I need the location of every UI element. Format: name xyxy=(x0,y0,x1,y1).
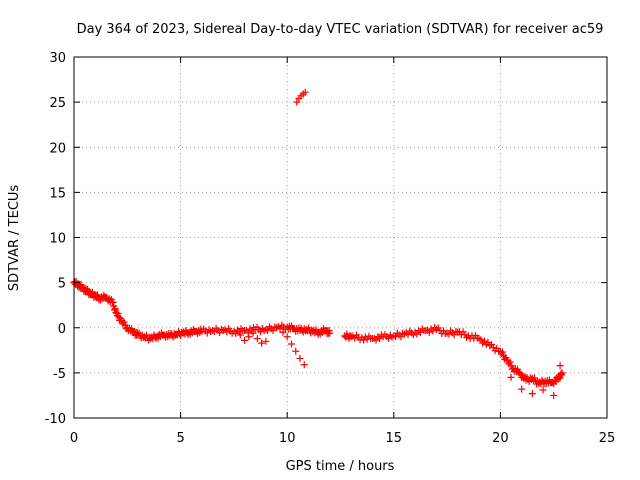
data-points xyxy=(70,88,566,399)
data-point xyxy=(114,310,122,318)
data-point xyxy=(539,386,547,394)
data-point xyxy=(296,354,304,362)
data-point xyxy=(262,337,270,345)
data-point xyxy=(550,391,558,399)
data-point xyxy=(416,328,424,336)
data-point xyxy=(241,336,249,344)
y-tick-label: 20 xyxy=(49,141,66,156)
data-point xyxy=(477,336,485,344)
grid-lines xyxy=(74,57,607,418)
data-point xyxy=(253,335,261,343)
data-point xyxy=(269,327,277,335)
x-tick-label: 5 xyxy=(176,431,184,446)
data-point xyxy=(507,373,515,381)
chart-title: Day 364 of 2023, Sidereal Day-to-day VTE… xyxy=(77,22,604,37)
data-point xyxy=(283,333,291,341)
data-point xyxy=(531,374,539,382)
data-point xyxy=(556,362,564,370)
data-point xyxy=(506,358,514,366)
data-point xyxy=(120,318,128,326)
data-point xyxy=(287,340,295,348)
data-point xyxy=(445,330,453,338)
data-point xyxy=(399,329,407,337)
data-point xyxy=(557,370,565,378)
data-point xyxy=(413,330,421,338)
data-point xyxy=(486,342,494,350)
y-tick-label: 15 xyxy=(49,186,66,201)
data-point xyxy=(245,333,253,341)
x-tick-label: 25 xyxy=(599,431,616,446)
x-tick-label: 20 xyxy=(492,431,509,446)
data-point xyxy=(556,374,564,382)
data-point xyxy=(258,339,266,347)
data-point xyxy=(326,329,334,337)
data-point xyxy=(279,328,287,336)
data-point xyxy=(301,88,309,96)
data-point xyxy=(249,329,257,337)
y-tick-label: 0 xyxy=(58,322,66,337)
data-point xyxy=(111,305,119,313)
data-point xyxy=(376,334,384,342)
data-point xyxy=(300,361,308,369)
data-point xyxy=(102,293,110,301)
data-point xyxy=(109,298,117,306)
data-point xyxy=(558,369,566,377)
data-point xyxy=(499,348,507,356)
y-axis-label: SDTVAR / TECUs xyxy=(7,185,22,292)
data-point xyxy=(115,313,123,321)
y-tick-label: -5 xyxy=(53,367,66,382)
x-axis-label: GPS time / hours xyxy=(286,459,395,474)
x-tick-label: 10 xyxy=(279,431,296,446)
y-tick-label: 10 xyxy=(49,232,66,247)
data-point xyxy=(489,344,497,352)
y-tick-label: -10 xyxy=(45,412,66,427)
data-point xyxy=(397,333,405,341)
plot-frame xyxy=(73,56,608,419)
data-point xyxy=(236,331,244,339)
axis-ticks: 0 5 10 15 20 25 -10 -5 0 5 10 15 20 25 30 xyxy=(45,51,616,446)
data-point xyxy=(292,347,300,355)
data-point xyxy=(518,385,526,393)
data-point xyxy=(372,336,380,344)
x-tick-label: 15 xyxy=(386,431,403,446)
y-tick-label: 5 xyxy=(58,277,66,292)
y-tick-label: 25 xyxy=(49,96,66,111)
data-point xyxy=(528,390,536,398)
x-tick-label: 0 xyxy=(70,431,78,446)
data-point xyxy=(293,98,301,106)
y-tick-label: 30 xyxy=(49,51,66,66)
